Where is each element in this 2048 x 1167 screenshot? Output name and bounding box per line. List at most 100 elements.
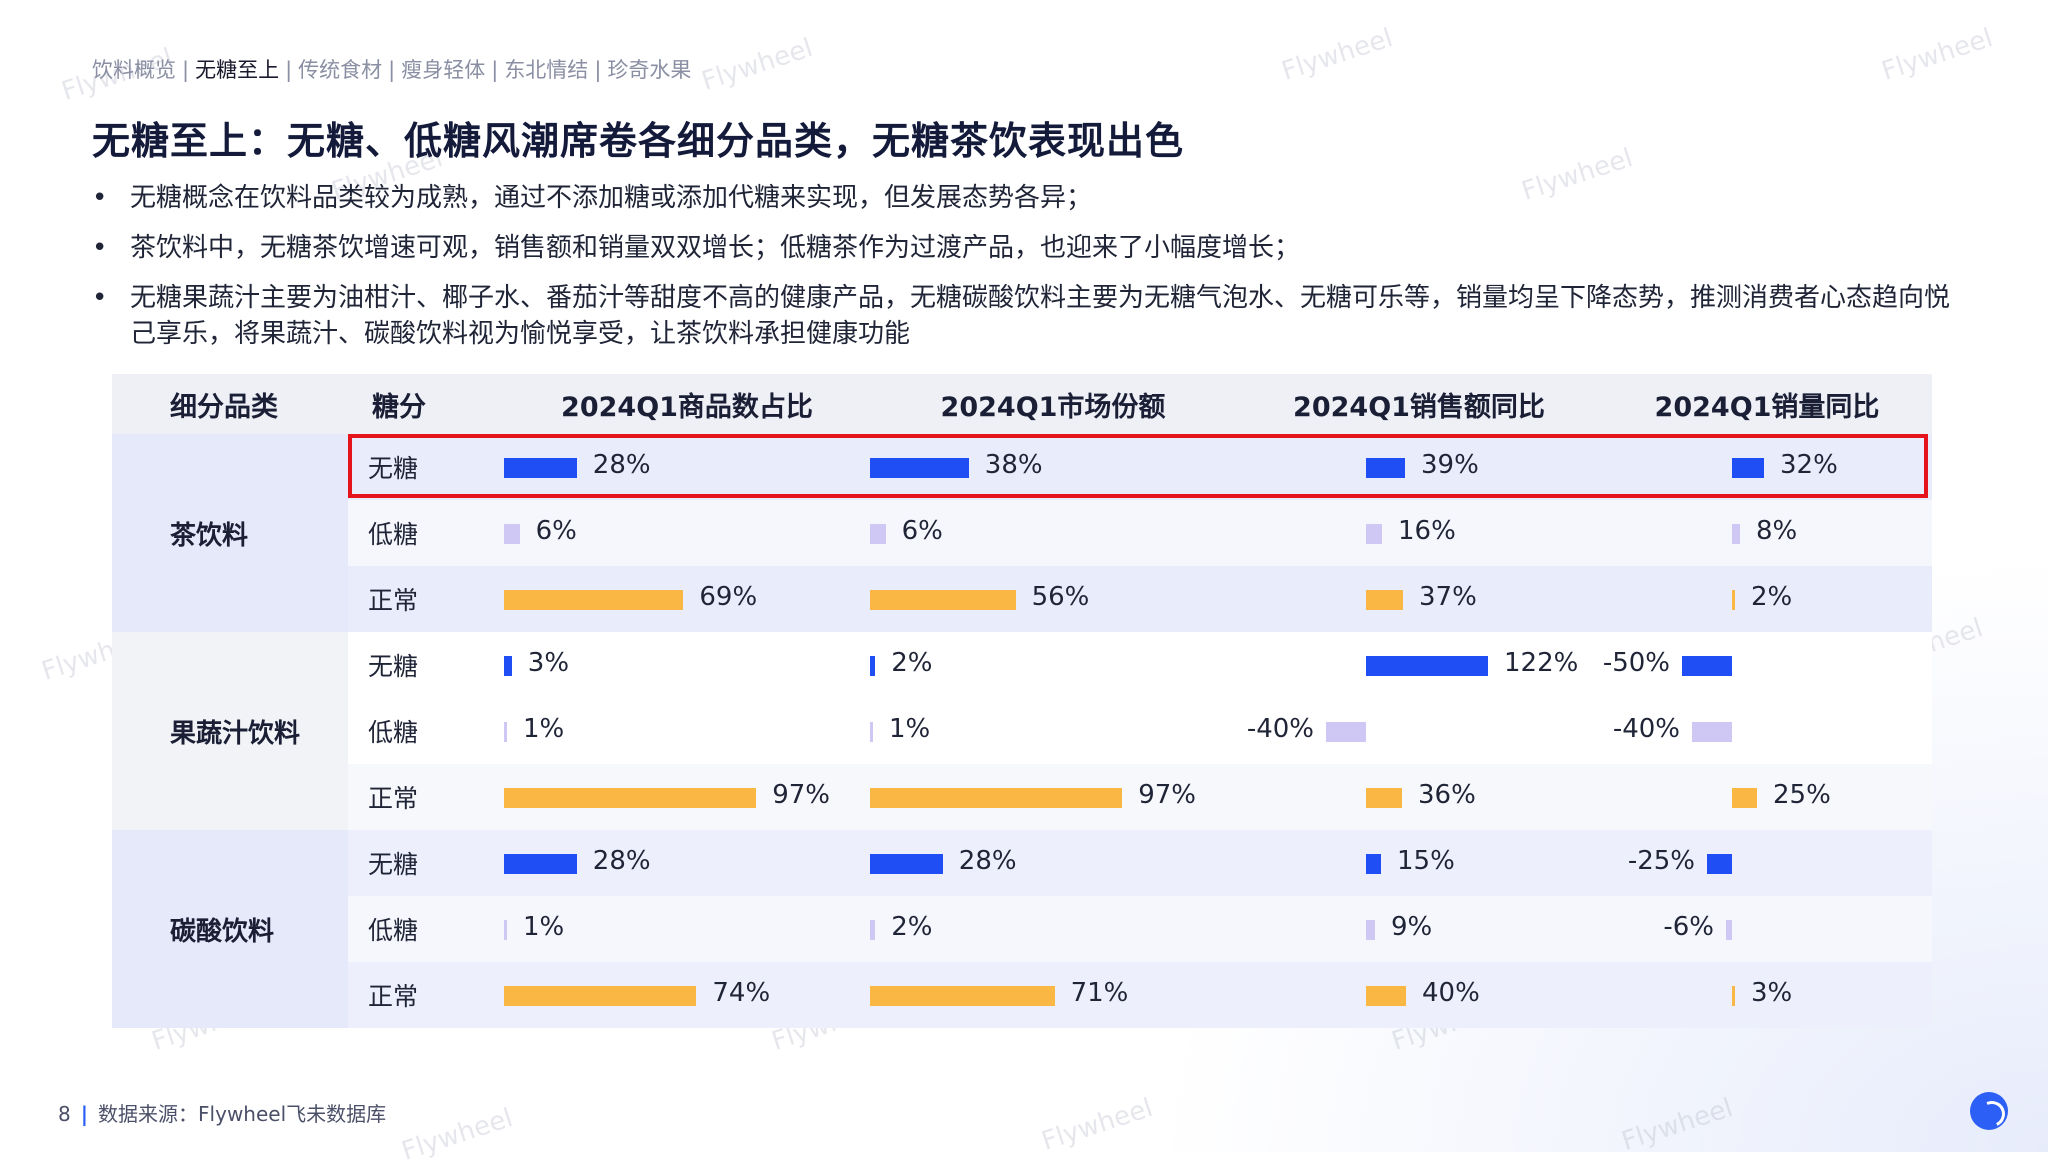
breadcrumb-item[interactable]: 珍奇水果 [607,58,692,82]
table-group: 果蔬汁饮料 无糖 3% 2% 122% -50% 低糖 1% 1% -40% -40% 正常 97% 97… [112,632,1932,830]
value-label: 8% [1756,516,1798,546]
value-label: -40% [1612,714,1680,744]
value-label: 9% [1391,912,1433,942]
footer: 8 | 数据来源：Flywheel飞未数据库 [58,1098,386,1127]
value-label: 39% [1421,450,1479,480]
value-bar [504,458,577,478]
value-bar [870,788,1123,808]
value-bar [1326,722,1366,742]
value-bar [870,590,1016,610]
metric-cell: 28% [870,830,1236,896]
breadcrumb-item[interactable]: 瘦身轻体 [401,58,486,82]
value-bar [870,458,969,478]
bullet-item: 无糖果蔬汁主要为油柑汁、椰子水、番茄汁等甜度不高的健康产品，无糖碳酸饮料主要为无… [92,280,1952,352]
sugar-level: 正常 [368,586,419,615]
sugar-level: 低糖 [368,520,419,549]
metric-cell: 16% [1236,500,1602,566]
table-row: 正常 69% 56% 37% 2% [348,566,1932,632]
value-bar [504,590,684,610]
value-bar [1366,656,1488,676]
bullet-item: 茶饮料中，无糖茶饮增速可观，销售额和销量双双增长；低糖茶作为过渡产品，也迎来了小… [92,230,1952,266]
value-label: 69% [699,582,758,612]
metric-cell: 1% [504,896,870,962]
metric-cell: 2% [870,632,1236,698]
header-sugar: 糖分 [372,391,426,423]
value-bar [870,986,1055,1006]
value-label: 28% [958,846,1017,876]
value-bar [870,854,943,874]
table-row: 无糖 3% 2% 122% -50% [348,632,1932,698]
metric-cell: 1% [504,698,870,764]
value-bar [504,854,577,874]
value-bar [1682,656,1732,676]
metric-cell: -40% [1236,698,1602,764]
breadcrumb-item[interactable]: 饮料概览 [92,58,176,82]
value-label: 122% [1504,648,1579,678]
metric-cell: -40% [1602,698,1932,764]
value-bar [1732,590,1735,610]
metric-cell: 74% [504,962,870,1028]
value-bar [870,524,886,544]
metric-cell: 97% [504,764,870,830]
watermark-text: Flywheel [1038,1093,1157,1157]
value-bar [1366,524,1382,544]
header-category: 细分品类 [170,391,278,423]
table-body: 茶饮料 无糖 28% 38% 39% 32% 低糖 6% 6% 16% 8% 正常 69% 56% 37% 2… [112,434,1932,1028]
metric-cell: 36% [1236,764,1602,830]
value-bar [870,656,876,676]
value-bar [504,656,512,676]
watermark-text: Flywheel [398,1103,517,1167]
breadcrumb-separator: | [491,58,499,82]
category-label: 碳酸饮料 [112,830,348,1028]
sugar-level: 无糖 [368,850,419,879]
value-bar [1692,722,1732,742]
breadcrumb-separator: | [594,58,602,82]
breadcrumb-item[interactable]: 无糖至上 [195,58,280,82]
metric-cell: 69% [504,566,870,632]
value-label: 38% [984,450,1043,480]
value-bar [1732,524,1740,544]
metric-cell: 71% [870,962,1236,1028]
table-header: 细分品类 糖分 2024Q1商品数占比 2024Q1市场份额 2024Q1销售额… [112,374,1932,434]
value-label: 25% [1773,780,1831,810]
sugar-level: 无糖 [368,652,419,681]
value-label: 56% [1031,582,1090,612]
value-label: -40% [1246,714,1314,744]
value-bar [1366,458,1405,478]
metric-cell: 37% [1236,566,1602,632]
breadcrumb-separator: | [182,58,190,82]
breadcrumb: 饮料概览 | 无糖至上 | 传统食材 | 瘦身轻体 | 东北情结 | 珍奇水果 [92,54,691,84]
value-bar [870,722,873,742]
value-label: 97% [772,780,830,810]
metric-cell: 40% [1236,962,1602,1028]
value-bar [504,920,507,940]
value-bar [1366,854,1381,874]
value-label: 32% [1780,450,1838,480]
value-label: 16% [1398,516,1456,546]
header-product-share: 2024Q1商品数占比 [561,391,813,423]
sugar-level: 正常 [368,982,419,1011]
breadcrumb-item[interactable]: 传统食材 [298,58,383,82]
table-row: 低糖 1% 1% -40% -40% [348,698,1932,764]
value-label: 97% [1138,780,1196,810]
value-label: 2% [891,648,933,678]
sugar-level: 无糖 [368,454,419,483]
table-row: 低糖 1% 2% 9% -6% [348,896,1932,962]
value-label: -6% [1663,912,1714,942]
sugar-level: 正常 [368,784,419,813]
value-label: 37% [1419,582,1477,612]
page-number: 8 [58,1102,71,1126]
value-label: 1% [523,714,565,744]
metric-cell: 39% [1236,434,1602,500]
data-source: 数据来源：Flywheel飞未数据库 [98,1102,387,1126]
value-label: 28% [592,450,651,480]
value-bar [870,920,876,940]
value-label: 36% [1418,780,1476,810]
metric-cell: 3% [504,632,870,698]
metric-cell: 97% [870,764,1236,830]
value-bar [504,722,507,742]
value-bar [1366,788,1402,808]
metric-cell: 32% [1602,434,1932,500]
breadcrumb-item[interactable]: 东北情结 [504,58,589,82]
value-label: 71% [1070,978,1129,1008]
